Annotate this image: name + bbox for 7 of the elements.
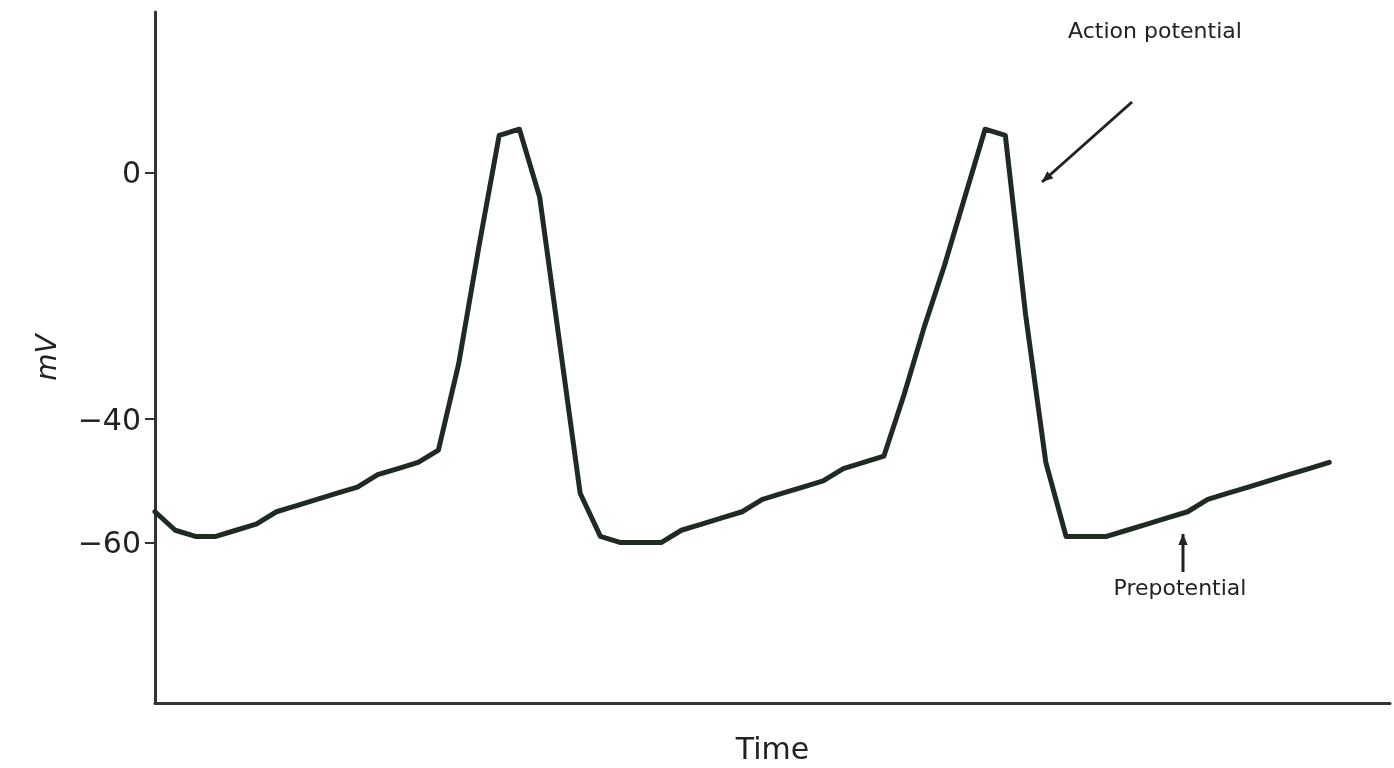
y-tick-label: 0 [121,154,141,190]
annotation: Action potential [1067,18,1243,44]
annotation: Prepotential [1112,575,1248,601]
y-axis-title: mV [29,332,63,381]
x-axis-title: Time [734,730,810,766]
y-tick-label: −60 [77,525,141,561]
y-tick-label: −40 [77,401,141,437]
